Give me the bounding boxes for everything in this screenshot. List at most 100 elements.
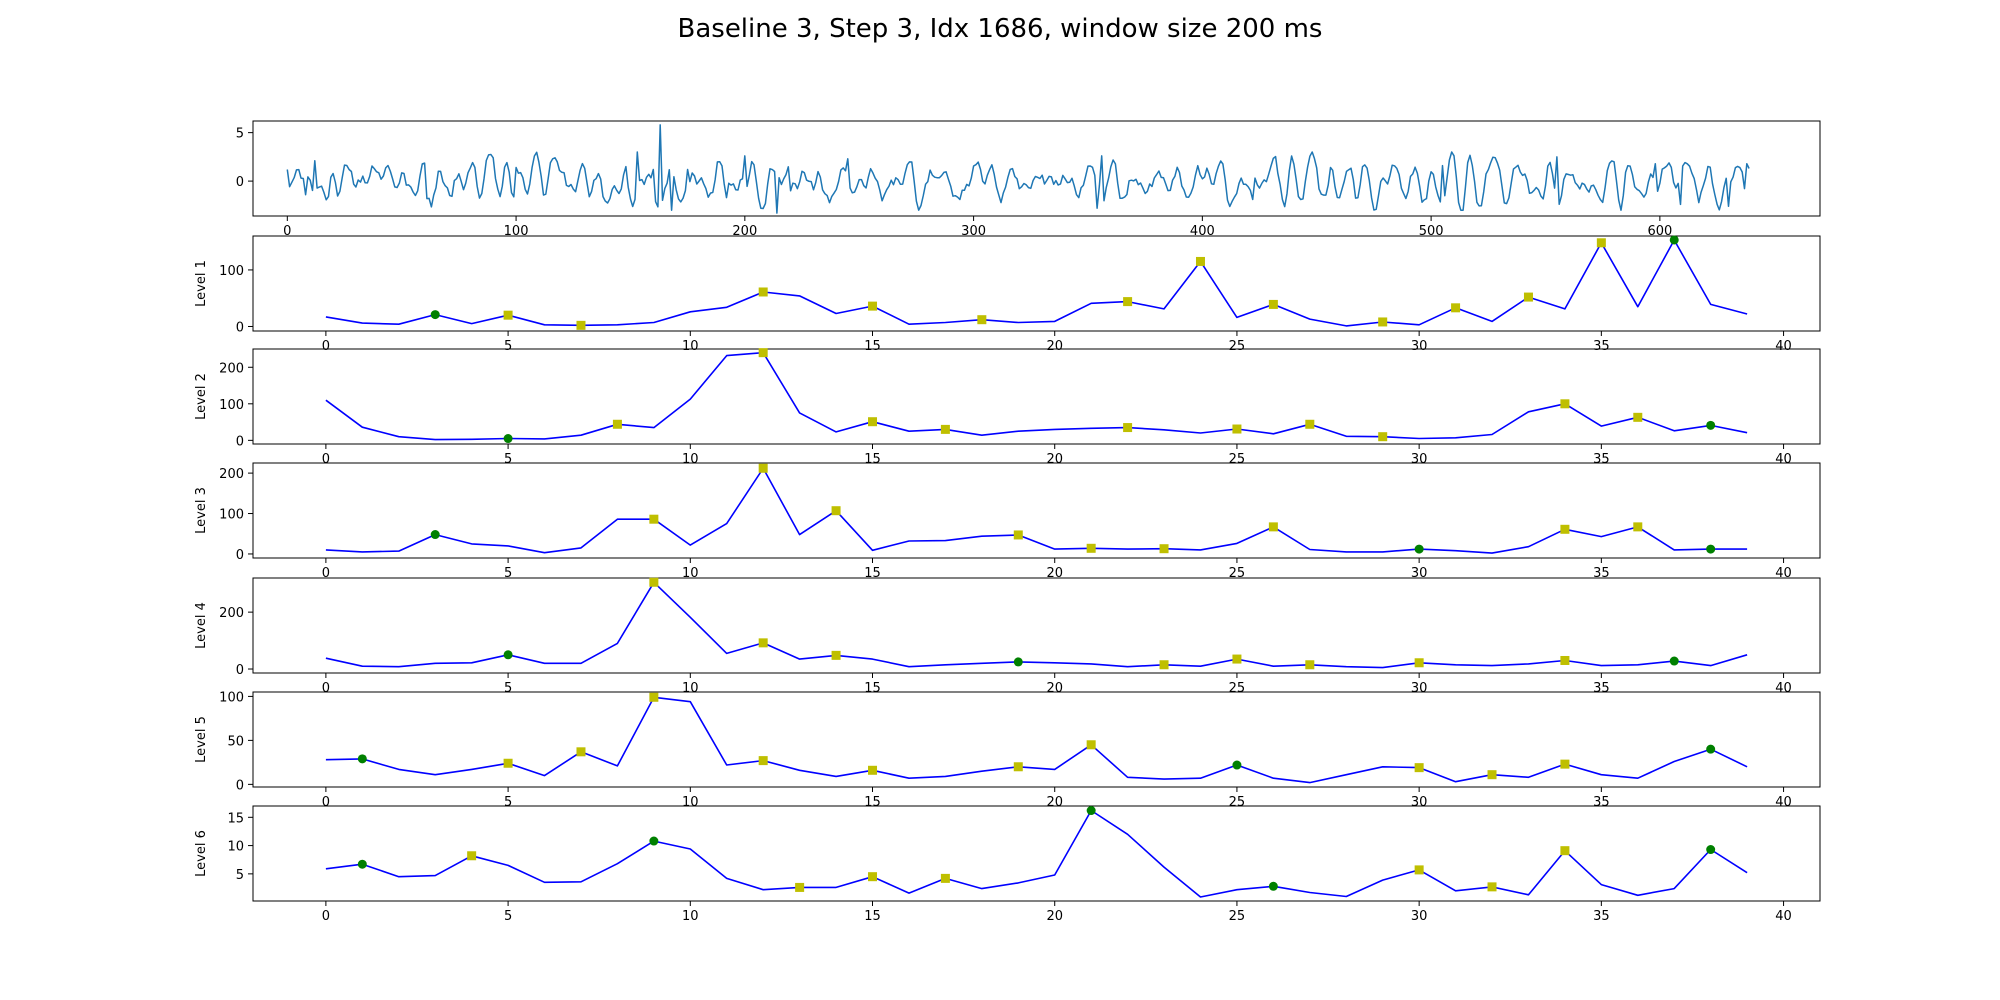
marker-yellow: [1159, 544, 1169, 554]
axes-frame: [252, 348, 1821, 445]
x-tick-label: 500: [1419, 224, 1444, 239]
x-tick-label: 40: [1775, 452, 1792, 467]
y-axis-label: Level 1: [194, 260, 209, 307]
y-tick-label: 200: [219, 361, 244, 376]
marker-yellow: [1123, 423, 1133, 433]
x-tick-label: 40: [1775, 681, 1792, 696]
x-tick-label: 35: [1593, 566, 1610, 581]
marker-yellow: [1633, 522, 1643, 532]
marker-yellow: [1560, 759, 1570, 769]
y-tick-label: 200: [219, 606, 244, 621]
y-tick-label: 100: [219, 264, 244, 279]
marker-yellow: [1414, 763, 1424, 773]
y-tick-label: 10: [227, 840, 244, 855]
marker-yellow: [940, 424, 950, 434]
y-tick-label: 50: [227, 734, 244, 749]
marker-green: [649, 836, 659, 846]
x-tick-label: 20: [1046, 681, 1063, 696]
marker-yellow: [576, 320, 586, 330]
series-line: [325, 467, 1748, 554]
x-tick-label: 30: [1411, 909, 1428, 924]
panel-5: 0 5 10 15 20 25 30 35 40 0 50 100 Level 5: [194, 690, 1821, 810]
x-tick-label: 15: [864, 566, 881, 581]
y-tick-label: 0: [236, 778, 244, 793]
marker-yellow: [1268, 299, 1278, 309]
figure-title: Baseline 3, Step 3, Idx 1686, window siz…: [677, 14, 1323, 44]
y-axis-label: Level 5: [194, 716, 209, 763]
marker-green: [503, 434, 513, 444]
marker-yellow: [940, 873, 950, 883]
panel-3: 0 5 10 15 20 25 30 35 40 0 100 200 Level 3: [194, 462, 1821, 581]
x-tick-label: 0: [283, 224, 291, 239]
x-tick-label: 30: [1411, 681, 1428, 696]
marker-yellow: [758, 463, 768, 473]
series-line: [286, 124, 1750, 214]
x-tick-label: 5: [504, 566, 512, 581]
y-tick-label: 0: [236, 548, 244, 563]
marker-yellow: [1086, 740, 1096, 750]
x-tick-label: 15: [864, 339, 881, 354]
x-tick-label: 600: [1647, 224, 1672, 239]
y-axis-label: Level 3: [194, 487, 209, 534]
x-tick-label: 35: [1593, 339, 1610, 354]
marker-green: [1669, 656, 1679, 666]
marker-yellow: [831, 650, 841, 660]
marker-yellow: [1560, 655, 1570, 665]
panel-1: 0 5 10 15 20 25 30 35 40 0 100 Level 1: [194, 235, 1821, 354]
x-tick-label: 15: [864, 452, 881, 467]
x-tick-label: 15: [864, 909, 881, 924]
series-line: [325, 696, 1748, 784]
x-tick-label: 35: [1593, 452, 1610, 467]
x-tick-label: 25: [1229, 339, 1246, 354]
marker-yellow: [1013, 530, 1023, 540]
y-tick-label: 0: [236, 175, 244, 190]
y-tick-label: 100: [219, 690, 244, 705]
x-tick-label: 300: [961, 224, 986, 239]
x-tick-label: 5: [504, 452, 512, 467]
x-tick-label: 0: [322, 795, 330, 810]
marker-yellow: [1560, 846, 1570, 856]
x-tick-label: 0: [322, 681, 330, 696]
marker-green: [503, 650, 513, 660]
marker-green: [1706, 544, 1716, 554]
x-tick-label: 35: [1593, 795, 1610, 810]
x-tick-label: 0: [322, 452, 330, 467]
marker-yellow: [1633, 412, 1643, 422]
marker-yellow: [1378, 432, 1388, 442]
marker-green: [430, 530, 440, 540]
series-line: [325, 809, 1748, 898]
x-tick-label: 25: [1229, 566, 1246, 581]
marker-yellow: [868, 417, 878, 427]
marker-yellow: [576, 747, 586, 757]
x-tick-label: 40: [1775, 909, 1792, 924]
marker-yellow: [503, 310, 513, 320]
y-tick-label: 5: [236, 868, 244, 883]
marker-green: [1669, 235, 1679, 245]
marker-yellow: [1414, 865, 1424, 875]
y-tick-label: 5: [236, 127, 244, 142]
x-tick-label: 10: [682, 452, 699, 467]
marker-yellow: [1123, 297, 1133, 307]
x-tick-label: 0: [322, 909, 330, 924]
x-tick-label: 40: [1775, 339, 1792, 354]
axes-frame: [252, 577, 1821, 674]
x-tick-label: 5: [504, 681, 512, 696]
marker-yellow: [649, 692, 659, 702]
x-tick-label: 400: [1190, 224, 1215, 239]
x-tick-label: 30: [1411, 566, 1428, 581]
y-axis-label: Level 6: [194, 830, 209, 877]
y-tick-label: 0: [236, 663, 244, 678]
panel-2: 0 5 10 15 20 25 30 35 40 0 100 200 Level 2: [194, 348, 1821, 467]
y-axis-label: Level 4: [194, 602, 209, 649]
x-tick-label: 25: [1229, 909, 1246, 924]
x-tick-label: 10: [682, 566, 699, 581]
marker-green: [1706, 744, 1716, 754]
y-tick-label: 200: [219, 467, 244, 482]
marker-yellow: [503, 758, 513, 768]
y-tick-label: 0: [236, 320, 244, 335]
marker-yellow: [1013, 762, 1023, 772]
marker-yellow: [1451, 303, 1461, 313]
y-tick-label: 0: [236, 434, 244, 449]
x-tick-label: 15: [864, 681, 881, 696]
marker-yellow: [1232, 424, 1242, 434]
